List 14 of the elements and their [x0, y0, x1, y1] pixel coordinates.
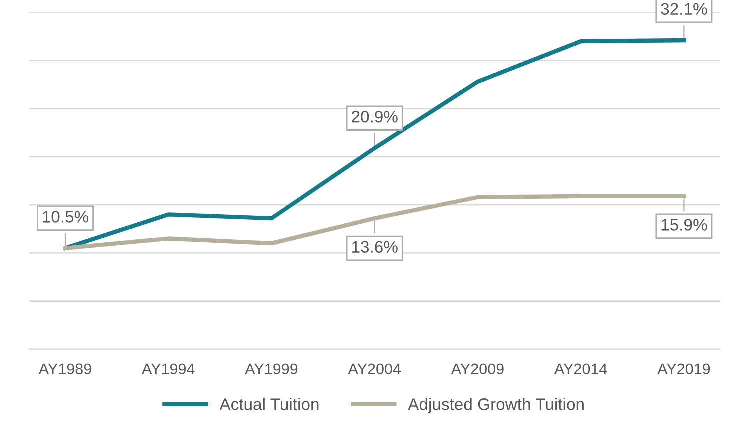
x-tick-label: AY2019: [658, 364, 710, 375]
data-label: 10.5%: [43, 211, 89, 223]
x-tick-label: AY2009: [451, 364, 504, 375]
data-label: 32.1%: [661, 3, 708, 16]
legend-label: Actual Tuition: [220, 398, 319, 410]
data-label: 15.9%: [662, 219, 708, 231]
data-label: 20.9%: [352, 110, 398, 123]
data-label: 13.6%: [352, 241, 398, 254]
legend-label: Adjusted Growth Tuition: [408, 398, 584, 414]
x-tick-label: AY1989: [38, 364, 92, 375]
x-tick-label: AY2014: [554, 364, 608, 375]
x-tick-label: AY2004: [348, 364, 402, 375]
x-tick-label: AY1999: [245, 364, 298, 375]
x-tick-label: AY1994: [142, 364, 195, 375]
